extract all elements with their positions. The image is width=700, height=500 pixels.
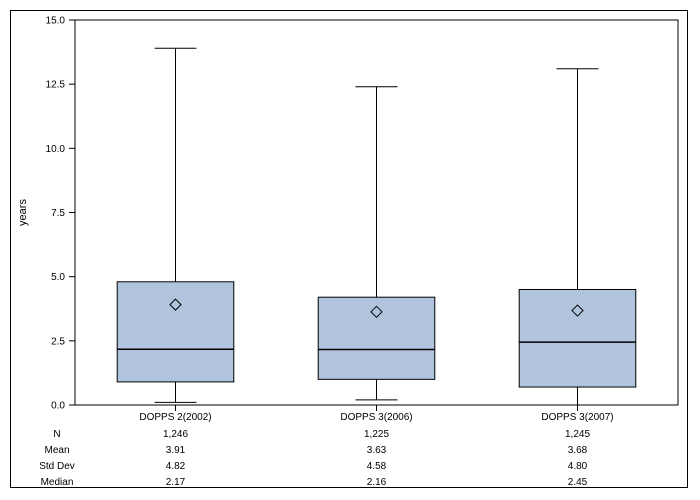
stats-cell: 2.45 bbox=[568, 477, 588, 488]
stats-cell: 4.58 bbox=[367, 461, 387, 472]
y-tick-label: 10.0 bbox=[46, 144, 66, 155]
stats-cell: 2.16 bbox=[367, 477, 387, 488]
stats-cell: 3.68 bbox=[568, 445, 588, 456]
stats-cell: 1,246 bbox=[163, 429, 188, 440]
stats-cell: 4.80 bbox=[568, 461, 588, 472]
category-label: DOPPS 3(2007) bbox=[541, 412, 613, 423]
stats-cell: 4.82 bbox=[166, 461, 186, 472]
y-axis-label: years bbox=[17, 199, 29, 226]
stats-row-label: N bbox=[53, 429, 60, 440]
box bbox=[117, 282, 234, 382]
y-tick-label: 7.5 bbox=[51, 208, 65, 219]
stats-cell: 2.17 bbox=[166, 477, 186, 488]
stats-cell: 1,245 bbox=[565, 429, 590, 440]
category-label: DOPPS 2(2002) bbox=[139, 412, 211, 423]
y-tick-label: 12.5 bbox=[46, 80, 66, 91]
stats-row-label: Mean bbox=[44, 445, 69, 456]
category-label: DOPPS 3(2006) bbox=[340, 412, 412, 423]
box bbox=[318, 297, 435, 379]
stats-cell: 3.63 bbox=[367, 445, 387, 456]
box bbox=[519, 290, 636, 388]
stats-cell: 1,225 bbox=[364, 429, 389, 440]
stats-cell: 3.91 bbox=[166, 445, 186, 456]
stats-row-label: Median bbox=[41, 477, 74, 488]
y-tick-label: 0.0 bbox=[51, 401, 65, 412]
boxplot-chart: 0.0 2.5 5.0 7.5 10.0 12.5 15.0 years DOPPS 2(200… bbox=[0, 0, 700, 500]
y-tick-label: 15.0 bbox=[46, 16, 66, 27]
chart-container: 0.0 2.5 5.0 7.5 10.0 12.5 15.0 years DOPPS 2(200… bbox=[0, 0, 700, 500]
stats-row-label: Std Dev bbox=[39, 461, 75, 472]
y-tick-label: 2.5 bbox=[51, 336, 65, 347]
y-tick-label: 5.0 bbox=[51, 272, 65, 283]
